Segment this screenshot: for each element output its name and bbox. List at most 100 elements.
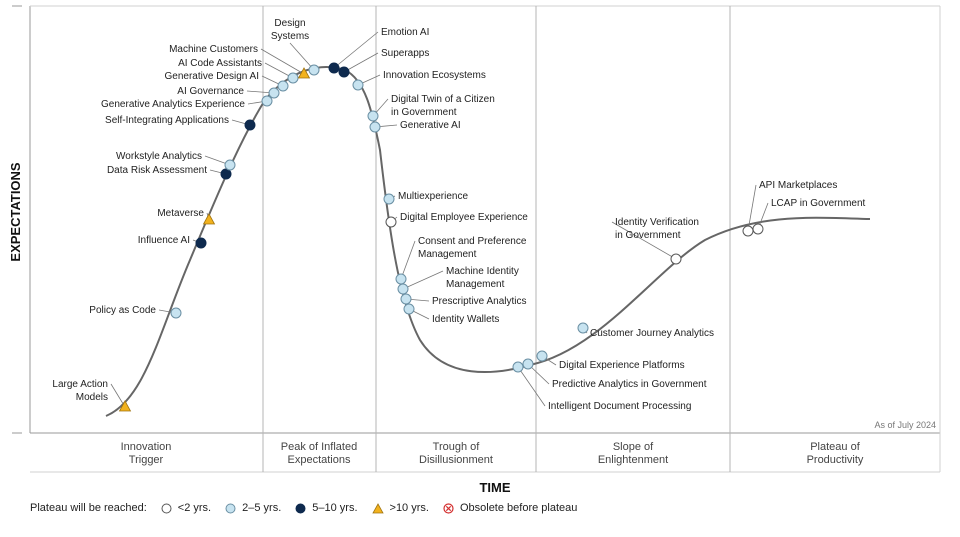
legend: Plateau will be reached: <2 yrs. 2–5 yrs… — [30, 502, 577, 514]
technology-label: Digital Employee Experience — [400, 212, 528, 223]
technology-marker[interactable] — [308, 64, 320, 76]
technology-marker[interactable] — [522, 358, 534, 370]
technology-marker[interactable] — [195, 237, 207, 249]
technology-label: Self-Integrating Applications — [105, 115, 229, 126]
legend-item-lt2: <2 yrs. — [161, 502, 211, 514]
phase-label: Slope of — [613, 441, 654, 453]
label-connector — [517, 366, 546, 407]
technology-marker[interactable] — [403, 303, 415, 315]
legend-title: Plateau will be reached: — [30, 502, 147, 514]
technology-marker[interactable] — [670, 253, 682, 265]
technology-label: Large Action Models — [52, 379, 108, 403]
technology-label: Digital Experience Platforms — [559, 360, 685, 371]
as-of-note: As of July 2024 — [874, 420, 936, 430]
label-connector — [400, 240, 416, 280]
light-blue-circle-icon — [225, 503, 236, 513]
technology-label: API Marketplaces — [759, 180, 837, 191]
technology-marker[interactable] — [328, 62, 340, 74]
technology-marker[interactable] — [400, 293, 412, 305]
technology-label: Metaverse — [157, 208, 204, 219]
technology-label: Machine Identity Management — [446, 266, 519, 290]
phase-label: Disillusionment — [419, 454, 493, 466]
technology-marker[interactable] — [170, 307, 182, 319]
phase-label: Trigger — [129, 454, 164, 466]
legend-item-5to10: 5–10 yrs. — [295, 502, 358, 514]
technology-label: Intelligent Document Processing — [548, 401, 691, 412]
technology-marker[interactable] — [338, 66, 350, 78]
technology-label: Influence AI — [138, 235, 190, 246]
technology-label: Innovation Ecosystems — [383, 70, 486, 81]
phase-label: Enlightenment — [598, 454, 668, 466]
phase-label: Peak of Inflated — [281, 441, 357, 453]
legend-label: 5–10 yrs. — [312, 502, 358, 514]
technology-marker[interactable] — [369, 121, 381, 133]
label-connector — [343, 52, 379, 73]
phase-label: Expectations — [288, 454, 351, 466]
label-connector — [289, 42, 315, 71]
technology-label: Digital Twin of a Citizen in Government — [391, 94, 495, 118]
technology-label: Consent and Preference Management — [418, 236, 527, 260]
technology-label: Multiexperience — [398, 191, 468, 202]
dark-blue-circle-icon — [295, 503, 306, 513]
phase-label: Innovation — [121, 441, 172, 453]
legend-label: <2 yrs. — [177, 502, 212, 514]
technology-label: AI Governance — [177, 86, 244, 97]
technology-marker[interactable] — [287, 72, 299, 84]
technology-label: LCAP in Government — [771, 198, 866, 209]
legend-item-obsolete: Obsolete before plateau — [443, 502, 577, 514]
technology-marker[interactable] — [742, 225, 754, 237]
technology-marker[interactable] — [118, 400, 132, 412]
phase-label: Plateau of — [810, 441, 860, 453]
technology-marker[interactable] — [261, 95, 273, 107]
legend-label: >10 yrs. — [389, 502, 429, 514]
technology-marker[interactable] — [752, 223, 764, 235]
technology-label: Identity Wallets — [432, 314, 499, 325]
label-connector — [402, 270, 444, 290]
technology-label: AI Code Assistants — [178, 58, 262, 69]
technology-label: Machine Customers — [169, 44, 258, 55]
label-connector — [110, 383, 126, 408]
technology-marker[interactable] — [224, 159, 236, 171]
legend-item-gt10: >10 yrs. — [371, 502, 429, 514]
technology-label: Identity Verification in Government — [615, 217, 699, 241]
x-axis-title: TIME — [479, 480, 510, 495]
technology-marker[interactable] — [297, 67, 311, 79]
technology-label: Generative Design AI — [165, 71, 260, 82]
technology-marker[interactable] — [268, 87, 280, 99]
technology-label: Policy as Code — [89, 305, 156, 316]
technology-labels: Large Action Models Policy as Code Influenc… — [52, 18, 865, 412]
white-circle-icon — [161, 503, 172, 513]
technology-marker[interactable] — [536, 350, 548, 362]
technology-marker[interactable] — [277, 80, 289, 92]
y-axis-title: EXPECTATIONS — [8, 162, 23, 262]
technology-label: Generative Analytics Experience — [101, 99, 245, 110]
technology-label: Emotion AI — [381, 27, 429, 38]
technology-marker[interactable] — [352, 79, 364, 91]
technology-marker[interactable] — [220, 168, 232, 180]
label-connector — [333, 31, 379, 69]
technology-marker[interactable] — [367, 110, 379, 122]
technology-label: Predictive Analytics in Government — [552, 379, 707, 390]
technology-marker[interactable] — [512, 361, 524, 373]
technology-marker[interactable] — [244, 119, 256, 131]
yellow-triangle-icon — [371, 502, 384, 513]
technology-marker[interactable] — [383, 193, 395, 205]
legend-item-2to5: 2–5 yrs. — [225, 502, 281, 514]
label-connector — [260, 48, 305, 75]
technology-marker[interactable] — [395, 273, 407, 285]
label-connector — [611, 221, 677, 260]
phase-label: Productivity — [807, 454, 864, 466]
technology-label: Generative AI — [400, 120, 461, 131]
legend-label: 2–5 yrs. — [242, 502, 282, 514]
technology-marker[interactable] — [397, 283, 409, 295]
technology-marker[interactable] — [577, 322, 589, 334]
technology-label: Design Systems — [271, 18, 309, 42]
technology-marker[interactable] — [202, 213, 216, 225]
legend-label: Obsolete before plateau — [459, 502, 578, 514]
technology-marker[interactable] — [385, 216, 397, 228]
technology-label: Workstyle Analytics — [116, 151, 202, 162]
legend-title-item: Plateau will be reached: — [30, 502, 147, 514]
technology-label: Prescriptive Analytics — [432, 296, 526, 307]
